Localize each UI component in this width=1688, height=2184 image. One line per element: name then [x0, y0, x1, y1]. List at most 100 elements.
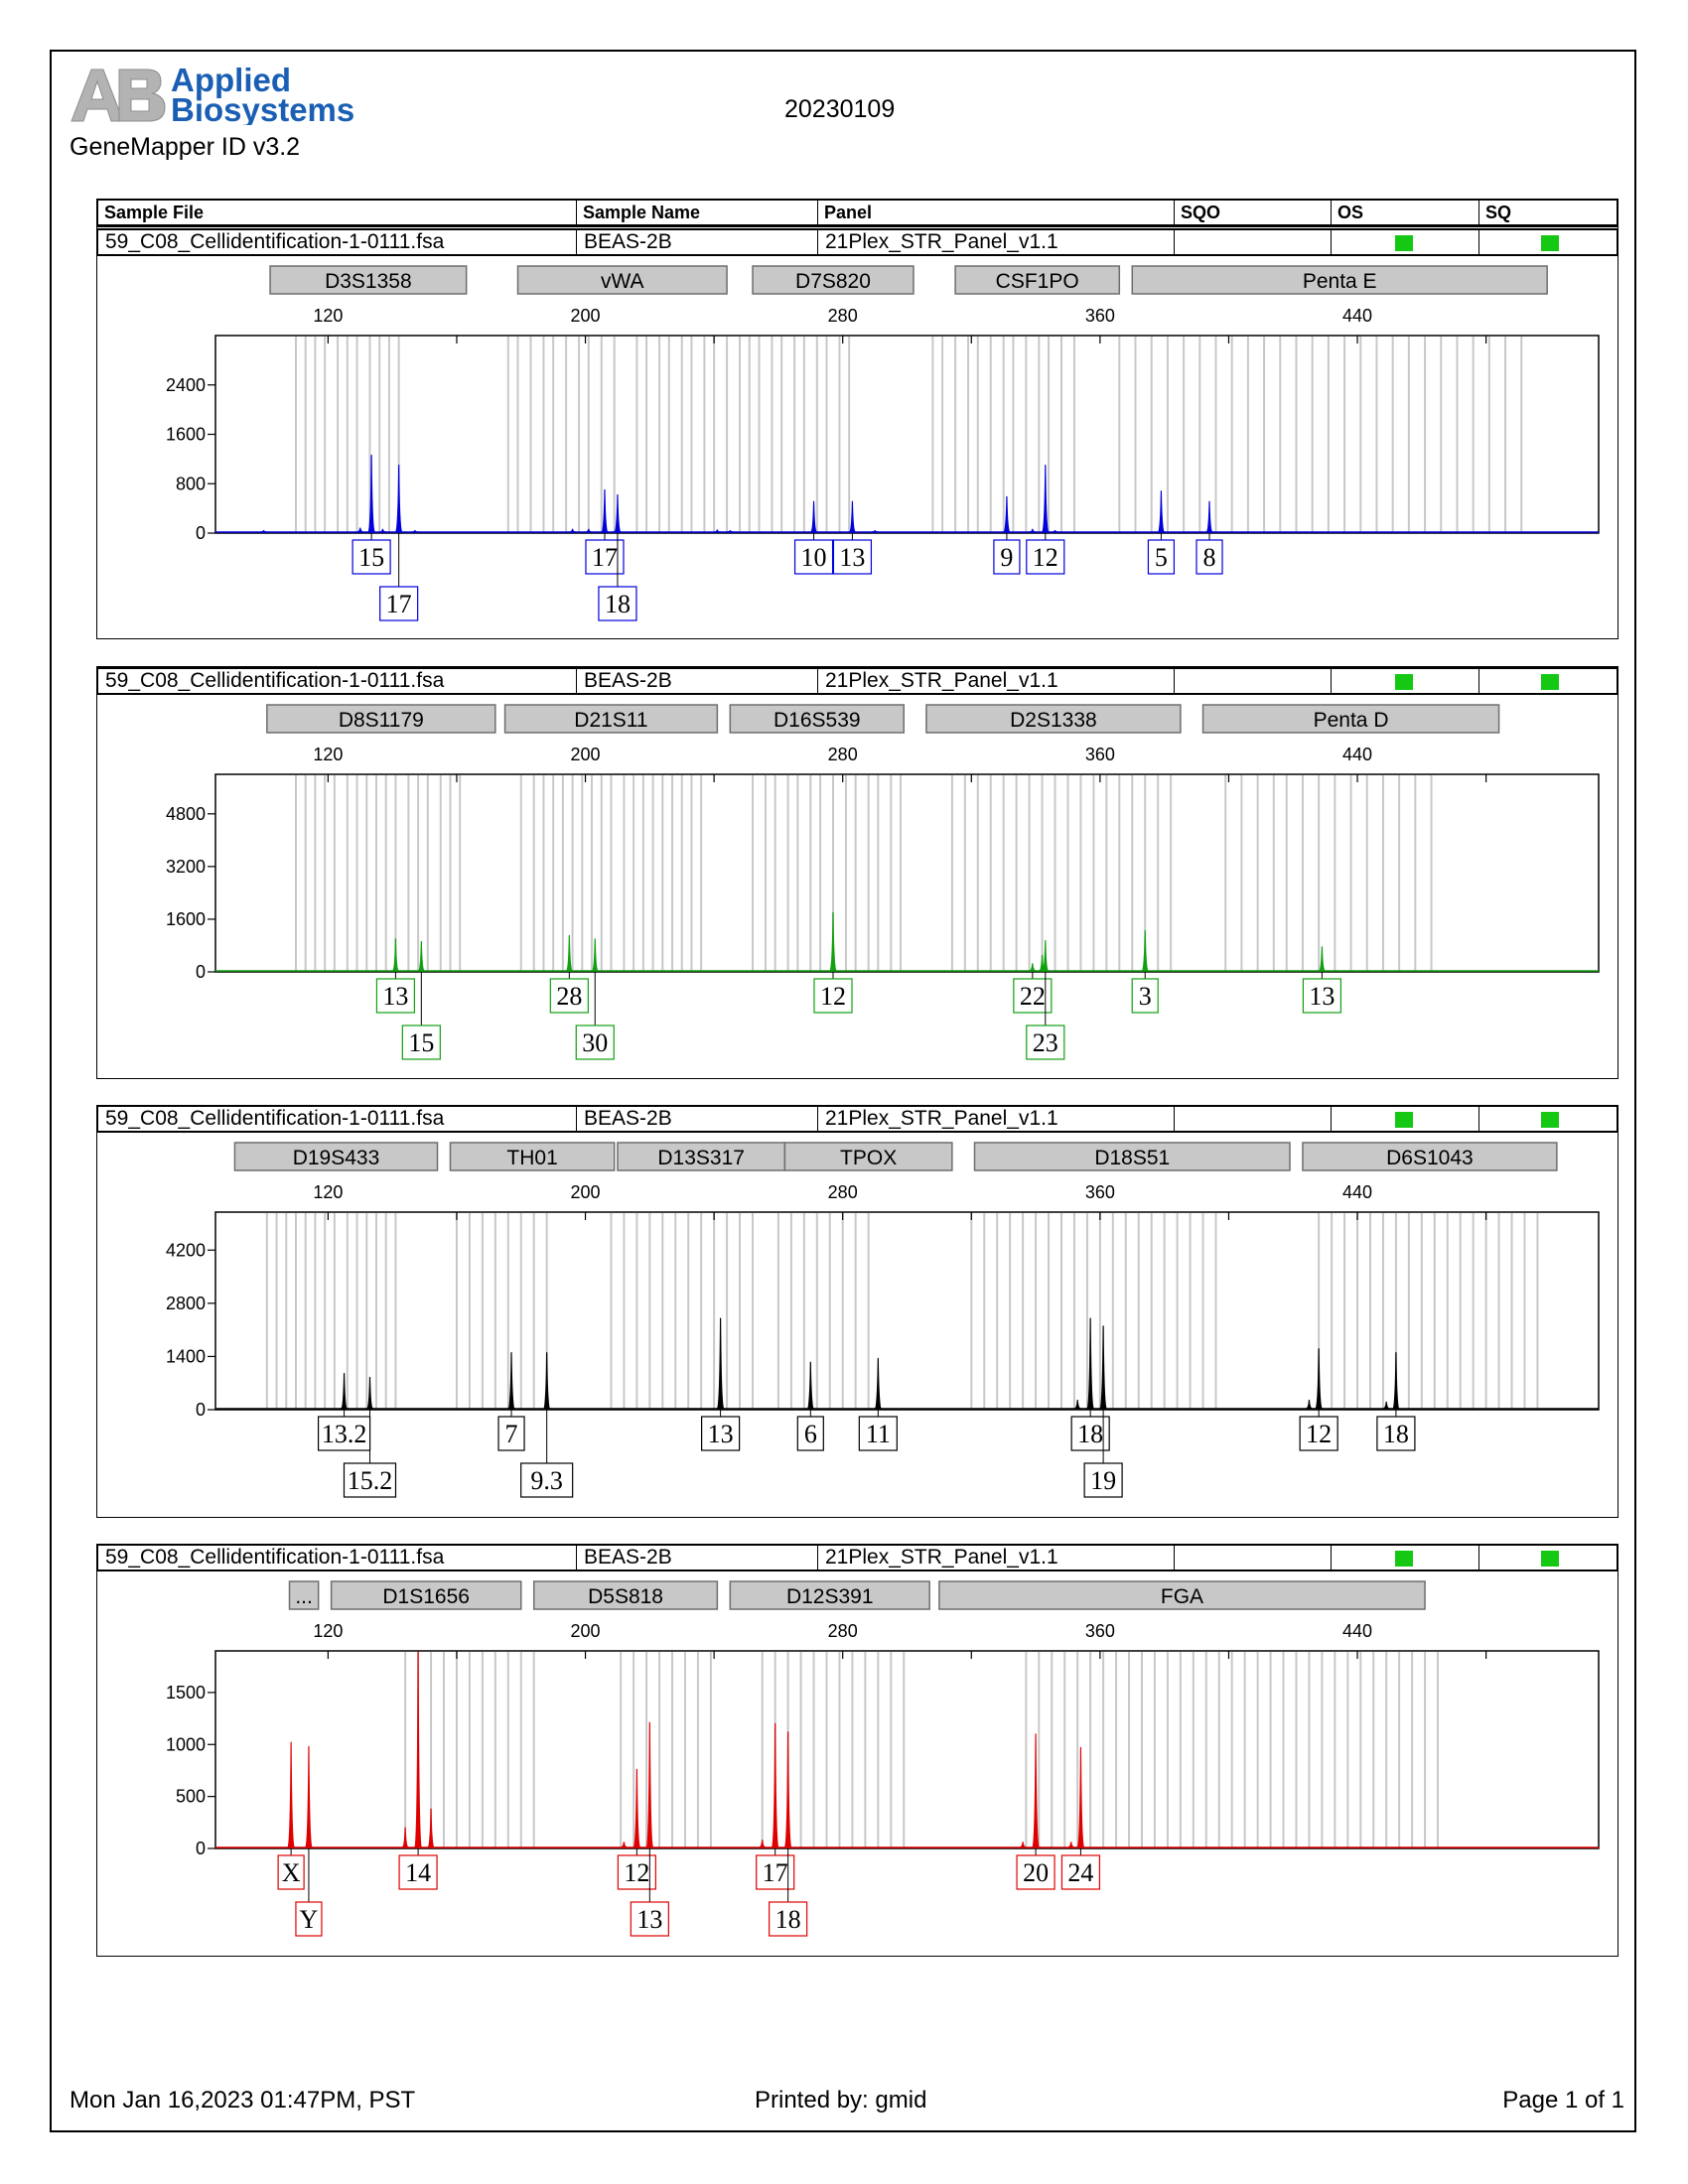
plot-frame — [214, 335, 1600, 534]
allele-call-label: 13 — [708, 1420, 734, 1448]
sample-table-header: Sample File Sample Name Panel SQO OS SQ — [96, 199, 1618, 226]
allele-call-label: 15.2 — [348, 1466, 393, 1495]
peak — [1315, 1348, 1323, 1410]
peak — [568, 528, 577, 533]
marker-box — [288, 1580, 320, 1610]
allele-call-box — [769, 1901, 808, 1937]
applied-biosystems-logo: Applied Biosystems — [70, 62, 357, 130]
column-header-sample-file: Sample File — [104, 203, 205, 222]
y-tick-label: 0 — [196, 523, 206, 543]
peak — [1305, 1399, 1314, 1410]
marker-label: D13S317 — [657, 1147, 745, 1169]
peak — [1318, 946, 1327, 972]
plot-frame — [214, 1211, 1600, 1411]
peak — [1141, 929, 1150, 972]
sample-row-black[interactable]: 59_C08_Cellidentification-1-0111.fsa BEA… — [96, 1105, 1618, 1133]
marker-label: Penta E — [1303, 270, 1377, 293]
allele-call-label: 23 — [1033, 1028, 1058, 1057]
y-tick-label: 2800 — [166, 1294, 206, 1313]
allele-call-label: 18 — [775, 1905, 801, 1934]
peak — [614, 493, 622, 533]
allele-call-label: 13 — [636, 1905, 662, 1934]
sample-name-cell: BEAS-2B — [576, 669, 817, 693]
allele-call-label: 15 — [408, 1028, 434, 1057]
peak — [1205, 500, 1213, 533]
marker-label: D8S1179 — [339, 709, 424, 732]
allele-call-box — [1026, 1024, 1065, 1060]
peak — [1066, 1842, 1075, 1848]
allele-call-label: 24 — [1067, 1858, 1093, 1887]
peak — [391, 938, 400, 972]
allele-call-box — [549, 978, 589, 1014]
peak — [633, 1768, 641, 1848]
marker-label: D16S539 — [774, 709, 861, 732]
allele-call-label: 13 — [839, 543, 865, 572]
panel-cell: 21Plex_STR_Panel_v1.1 — [817, 1107, 1174, 1131]
allele-call-box — [793, 539, 834, 575]
allele-call-box — [375, 978, 416, 1014]
allele-call-label: 12 — [820, 982, 846, 1011]
column-header-sample-name: Sample Name — [576, 201, 817, 224]
sample-name-cell: BEAS-2B — [576, 230, 817, 254]
sample-row-red[interactable]: 59_C08_Cellidentification-1-0111.fsa BEA… — [96, 1544, 1618, 1571]
allele-call-box — [1299, 1416, 1338, 1451]
sq-pass-flag-icon — [1541, 235, 1559, 251]
allele-call-box — [701, 1416, 741, 1451]
peak — [340, 1373, 349, 1410]
marker-box — [1302, 1142, 1558, 1171]
peak — [417, 940, 426, 972]
marker-box — [532, 1580, 719, 1610]
allele-call-label: 9.3 — [530, 1466, 563, 1495]
peak — [1042, 464, 1050, 533]
panel-cell: 21Plex_STR_Panel_v1.1 — [817, 669, 1174, 693]
sq-pass-flag-icon — [1541, 1112, 1559, 1128]
plot-frame — [214, 1650, 1600, 1849]
allele-call-box — [1302, 978, 1342, 1014]
peak — [584, 528, 593, 533]
peak — [829, 911, 837, 972]
x-tick-label: 360 — [1085, 1621, 1115, 1641]
allele-call-label: 7 — [505, 1420, 518, 1448]
sq-cell — [1478, 1107, 1620, 1131]
marker-box — [954, 265, 1121, 295]
y-tick-label: 1000 — [166, 1734, 206, 1754]
ab-logo-icon: Applied Biosystems — [70, 62, 354, 128]
os-cell — [1331, 1107, 1478, 1131]
peak — [783, 1731, 792, 1848]
peak — [716, 1317, 725, 1410]
peak — [1029, 528, 1037, 533]
allele-call-box — [295, 1901, 323, 1937]
os-cell — [1331, 669, 1478, 693]
allele-call-label: 13 — [1309, 982, 1335, 1011]
x-tick-label: 360 — [1085, 745, 1115, 764]
allele-call-label: 15 — [358, 543, 384, 572]
allele-call-label: Y — [300, 1905, 319, 1934]
sq-pass-flag-icon — [1541, 1551, 1559, 1567]
run-date: 20230109 — [784, 95, 896, 123]
allele-call-label: 18 — [1077, 1420, 1103, 1448]
marker-label: D5S818 — [588, 1585, 663, 1608]
sample-name-cell: BEAS-2B — [576, 1107, 817, 1131]
x-tick-label: 360 — [1085, 306, 1115, 326]
x-tick-label: 440 — [1342, 306, 1372, 326]
sample-file-cell: 59_C08_Cellidentification-1-0111.fsa — [105, 1546, 445, 1569]
marker-label: TH01 — [506, 1147, 557, 1169]
peak — [1029, 963, 1037, 972]
marker-box — [925, 704, 1182, 734]
x-tick-label: 280 — [828, 1182, 858, 1202]
allele-call-label: 14 — [405, 1858, 431, 1887]
peak — [287, 1741, 295, 1848]
marker-label: D1S1656 — [382, 1585, 470, 1608]
marker-box — [752, 265, 914, 295]
x-tick-label: 280 — [828, 1621, 858, 1641]
sample-row-blue[interactable]: 59_C08_Cellidentification-1-0111.fsa BEA… — [96, 228, 1618, 256]
sample-row-green[interactable]: 59_C08_Cellidentification-1-0111.fsa BEA… — [96, 667, 1618, 695]
peak — [1073, 1399, 1081, 1410]
peak — [401, 1827, 409, 1848]
printed-by: Printed by: gmid — [755, 2087, 927, 2114]
peak — [305, 1745, 313, 1848]
x-tick-label: 440 — [1342, 1182, 1372, 1202]
marker-box — [973, 1142, 1291, 1171]
